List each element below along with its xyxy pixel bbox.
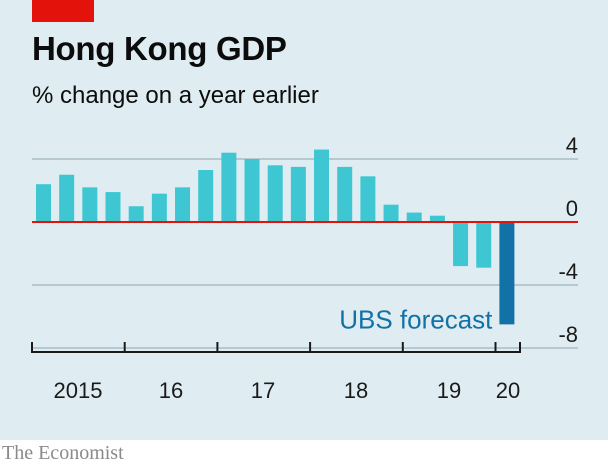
bar (105, 192, 121, 222)
forecast-annotation: UBS forecast (339, 304, 493, 334)
bar (406, 212, 422, 222)
bar (383, 204, 399, 222)
x-tick-label: 2015 (54, 378, 103, 403)
x-tick-label: 20 (496, 378, 520, 403)
bar (360, 176, 376, 222)
y-tick-label: -8 (558, 322, 578, 347)
bar (151, 193, 167, 222)
bar (59, 174, 75, 222)
chart-subtitle: % change on a year earlier (32, 82, 319, 109)
plot-area: 4 0 -4 -8 UBS forecast 2015 16 17 18 19 20 (31, 133, 578, 403)
bar (453, 222, 469, 267)
x-tick-label: 18 (344, 378, 368, 403)
y-tick-label: 4 (566, 133, 578, 158)
bar (290, 166, 306, 222)
bar (244, 159, 260, 222)
bar (221, 152, 237, 222)
bar (476, 222, 492, 268)
x-tick-label: 17 (251, 378, 275, 403)
brand-tag (32, 0, 94, 22)
chart-title: Hong Kong GDP (32, 30, 287, 67)
bar (128, 206, 144, 222)
bar (175, 187, 191, 222)
bar (429, 215, 445, 222)
bar (499, 222, 515, 325)
x-tick-label: 16 (159, 378, 183, 403)
bar (82, 187, 98, 222)
bar (267, 165, 283, 222)
x-tick-label: 19 (437, 378, 461, 403)
bar (198, 170, 214, 222)
bar (337, 166, 353, 222)
bar (314, 149, 330, 222)
bar (36, 184, 51, 222)
source-footer: The Economist (2, 442, 124, 464)
y-tick-label: 0 (566, 196, 578, 221)
y-tick-label: -4 (558, 259, 578, 284)
chart: Hong Kong GDP % change on a year earlier… (0, 0, 608, 440)
